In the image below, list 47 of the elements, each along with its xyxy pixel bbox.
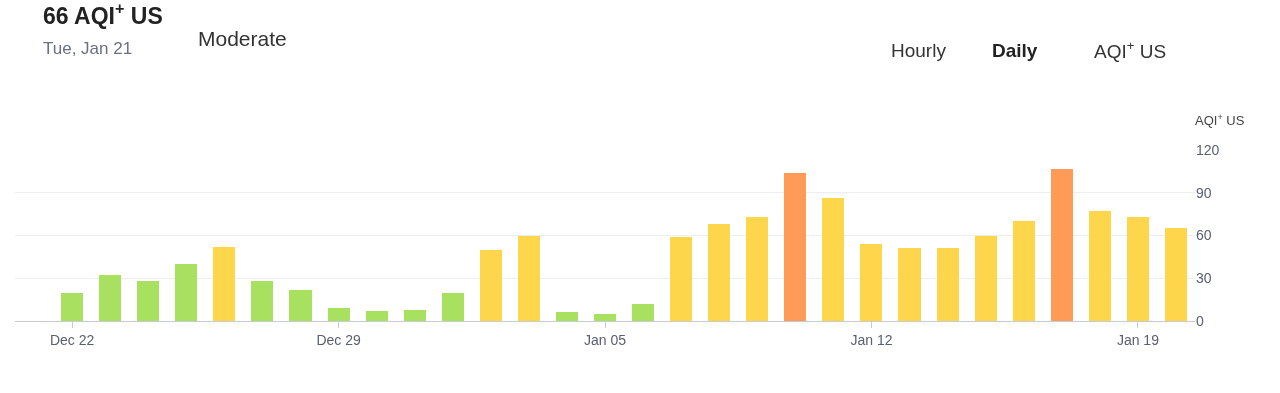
bar [556,312,578,321]
bar [366,311,388,321]
bar [1089,211,1111,321]
text: Moderate [198,27,287,50]
bar [937,248,959,321]
x-tick-label: Jan 05 [583,331,627,348]
y-tick-label: 30 [1196,270,1212,287]
bar [61,293,83,321]
chart-subtitle: Tue, Jan 21 [43,38,133,58]
bar [175,264,197,321]
bar [289,290,312,321]
bar [1165,228,1187,321]
x-tick-label: Dec 29 [316,331,361,348]
bar [784,173,806,321]
bar [328,308,350,321]
y-tick-label: 60 [1196,227,1212,244]
bar [480,250,502,321]
bar [1127,217,1149,321]
text: Daily [992,40,1038,61]
bar [213,247,235,321]
bar [975,236,997,321]
bar [404,310,426,321]
x-tick-label: Jan 12 [850,331,893,348]
chart-title: 66 AQI$^{+}$ US [43,0,163,29]
bar [898,248,921,321]
bar [594,314,616,321]
x-tick-label: Jan 19 [1116,331,1160,348]
bar [1051,169,1073,321]
y-axis-title: AQI$^{+}$ US [1195,112,1245,129]
y-tick-label: 0 [1196,312,1204,329]
bar [99,275,121,321]
bar [708,224,730,321]
bar [251,281,273,321]
bar [518,236,540,321]
bar [137,281,159,321]
bar [632,304,654,321]
text: Hourly [891,40,947,61]
bar [860,244,882,321]
bar [746,217,768,321]
bar [670,237,692,321]
bar [822,198,844,321]
bar [442,293,464,321]
text: AQI$^{+}$ US [1094,38,1167,62]
bar [1013,221,1035,321]
y-tick-label: 90 [1196,184,1212,201]
y-tick-label: 120 [1196,141,1220,158]
x-tick-label: Dec 22 [49,331,95,348]
